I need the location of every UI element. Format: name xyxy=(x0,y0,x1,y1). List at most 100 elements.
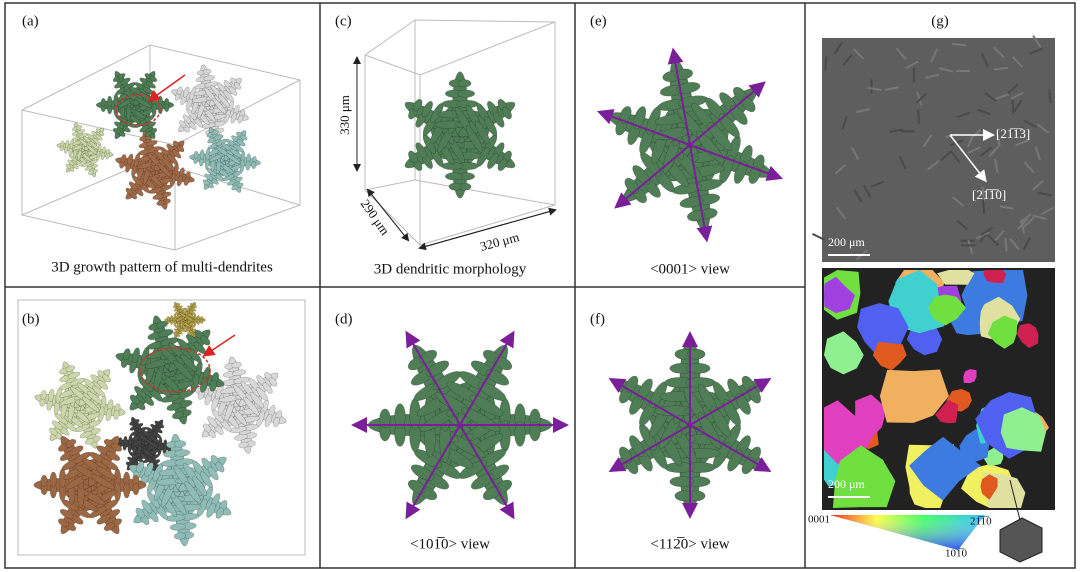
panel-label: (f) xyxy=(590,311,605,327)
sem-feature xyxy=(1019,213,1032,224)
sem-feature xyxy=(1029,47,1043,55)
labels: (a) 3D growth pattern of multi-dendrites… xyxy=(22,13,1030,559)
grain xyxy=(909,436,981,501)
grain xyxy=(983,447,1004,466)
side-branch xyxy=(96,514,111,525)
side-branch xyxy=(477,382,507,401)
direction-arrow xyxy=(405,424,461,520)
side-branch xyxy=(40,390,47,401)
dendrite xyxy=(171,64,249,146)
sem-feature xyxy=(993,158,999,173)
side-branch xyxy=(176,144,185,153)
sem-feature xyxy=(996,132,1001,147)
sem-feature xyxy=(1015,139,1030,146)
sem-feature xyxy=(1023,161,1035,174)
side-branch xyxy=(92,137,101,146)
side-branch xyxy=(89,141,100,150)
side-branch xyxy=(173,331,178,336)
side-branch xyxy=(134,385,147,399)
side-branch xyxy=(264,413,273,428)
side-branch xyxy=(176,86,183,96)
sem-feature xyxy=(993,230,1005,242)
side-branch xyxy=(141,499,153,514)
side-branch xyxy=(202,179,210,186)
sem-feature xyxy=(1013,99,1023,113)
side-branch xyxy=(733,160,747,184)
sem-feature xyxy=(981,186,986,201)
side-branch xyxy=(67,159,75,166)
side-branch xyxy=(173,328,180,333)
sem-feature xyxy=(1009,238,1020,251)
side-branch xyxy=(131,347,140,364)
side-branch xyxy=(135,97,153,109)
side-branch xyxy=(77,129,86,134)
dendrite xyxy=(164,301,206,339)
side-branch xyxy=(92,385,106,398)
side-branch xyxy=(135,507,145,519)
dendrite-arm xyxy=(147,140,185,178)
dendrite-arm xyxy=(179,301,197,322)
direction-arrow xyxy=(667,47,691,146)
side-branch xyxy=(167,153,179,165)
side-branch xyxy=(240,134,248,141)
panel-label: (e) xyxy=(590,13,607,29)
side-branch xyxy=(175,303,181,307)
side-branch xyxy=(237,114,244,124)
caption: <0001> view xyxy=(650,261,730,277)
side-branch xyxy=(139,125,150,133)
side-branch xyxy=(243,396,260,416)
side-branch xyxy=(230,112,237,124)
dendrite xyxy=(95,70,175,140)
legend-label: 21̅1̅0 xyxy=(970,516,992,528)
side-branch xyxy=(40,474,48,487)
side-branch xyxy=(421,101,433,118)
sem-feature xyxy=(956,219,968,231)
side-branch xyxy=(120,77,131,85)
side-branch xyxy=(186,313,195,319)
side-branch xyxy=(735,393,751,415)
side-branch xyxy=(59,509,75,520)
side-branch xyxy=(202,68,212,75)
side-branch xyxy=(679,196,704,208)
side-branch xyxy=(232,369,246,376)
sem-feature xyxy=(1048,89,1052,104)
side-branch xyxy=(199,471,213,489)
side-branch xyxy=(231,361,242,369)
side-branch xyxy=(215,507,224,519)
side-branch xyxy=(127,456,135,463)
legend-label: 101̅0 xyxy=(945,548,968,560)
side-branch xyxy=(145,439,159,449)
sem-feature xyxy=(1017,218,1028,230)
side-branch xyxy=(173,360,194,381)
side-branch xyxy=(174,449,191,457)
side-branch xyxy=(107,95,113,107)
sem-feature xyxy=(927,160,940,171)
side-branch xyxy=(148,435,160,444)
side-branch xyxy=(125,187,134,196)
side-branch xyxy=(100,458,119,471)
direction-arrow xyxy=(689,81,766,146)
dimension: 330 μm xyxy=(337,95,352,135)
side-branch xyxy=(182,114,192,124)
side-branch xyxy=(223,90,234,102)
sem-feature xyxy=(1034,146,1041,161)
grain xyxy=(928,294,967,326)
side-branch xyxy=(211,129,219,136)
side-branch xyxy=(484,116,498,136)
direction-arrow xyxy=(689,144,784,181)
side-branch xyxy=(209,379,217,392)
side-branch xyxy=(200,319,204,324)
side-branch xyxy=(469,394,504,417)
sem-feature xyxy=(811,232,826,241)
side-branch xyxy=(637,378,653,401)
dendrite xyxy=(193,356,287,454)
sem-feature xyxy=(988,145,1000,158)
sem-feature xyxy=(1007,83,1019,95)
sem-feature xyxy=(980,226,994,236)
side-branch xyxy=(233,143,244,153)
direction-arrow xyxy=(614,144,691,209)
side-branch xyxy=(486,369,510,386)
side-branch xyxy=(502,106,512,120)
side-branch xyxy=(410,464,434,481)
